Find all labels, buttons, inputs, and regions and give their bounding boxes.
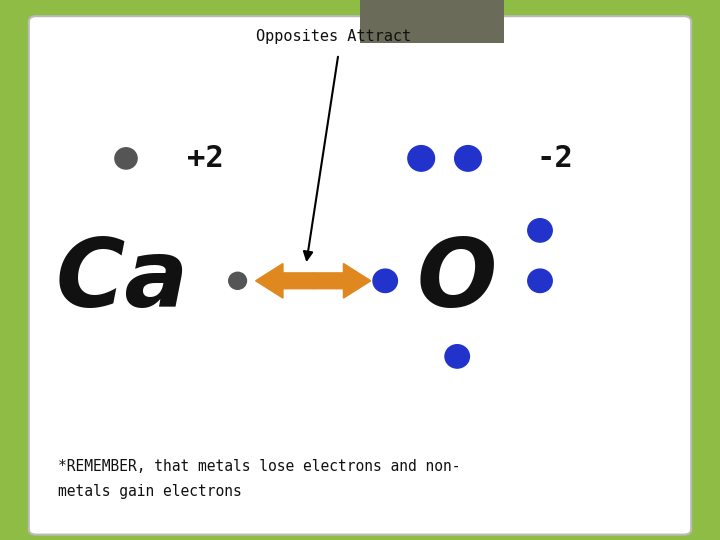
FancyBboxPatch shape (360, 0, 504, 43)
Ellipse shape (373, 269, 397, 293)
Ellipse shape (445, 345, 469, 368)
Ellipse shape (528, 219, 552, 242)
FancyArrow shape (256, 264, 313, 298)
Ellipse shape (408, 146, 435, 171)
Ellipse shape (528, 269, 552, 293)
Ellipse shape (115, 148, 137, 169)
Text: +2: +2 (186, 144, 224, 173)
Ellipse shape (454, 146, 482, 171)
Text: Ca: Ca (56, 235, 189, 327)
FancyArrow shape (313, 264, 371, 298)
Text: *REMEMBER, that metals lose electrons and non-
metals gain electrons: *REMEMBER, that metals lose electrons an… (58, 459, 460, 498)
Text: -2: -2 (536, 144, 573, 173)
Ellipse shape (229, 272, 246, 289)
Text: Opposites Attract: Opposites Attract (256, 29, 410, 44)
FancyBboxPatch shape (29, 16, 691, 535)
Text: O: O (417, 235, 498, 327)
